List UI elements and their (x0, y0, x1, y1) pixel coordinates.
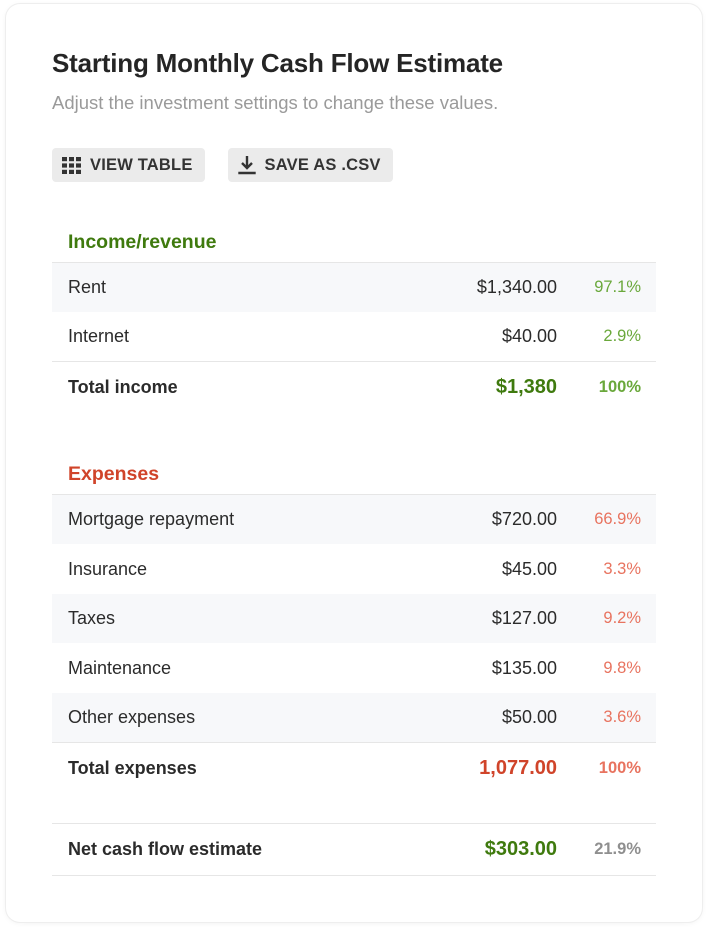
total-percent: 100% (598, 759, 641, 777)
toolbar: VIEW TABLE SAVE AS .CSV (52, 148, 393, 182)
row-amount: $45.00 (501, 558, 557, 579)
row-amount: $1,340.00 (476, 277, 557, 297)
page-subtitle: Adjust the investment settings to change… (52, 92, 499, 113)
net-cash-flow-row: Net cash flow estimate $303.00 21.9% (52, 823, 656, 876)
row-percent: 2.9% (603, 327, 641, 345)
save-csv-label: SAVE AS .CSV (264, 155, 381, 174)
row-amount: $50.00 (501, 707, 557, 727)
expense-row-insurance: Insurance $45.00 3.3% (52, 544, 656, 594)
download-icon (237, 155, 256, 175)
income-row-internet: Internet $40.00 2.9% (52, 312, 656, 361)
row-label: Mortgage repayment (68, 509, 235, 529)
row-label: Rent (68, 277, 107, 297)
row-amount: $720.00 (491, 509, 557, 529)
total-amount: 1,077.00 (479, 757, 557, 779)
total-amount: $1,380 (495, 375, 557, 398)
page-title: Starting Monthly Cash Flow Estimate (52, 48, 503, 78)
row-label: Internet (68, 326, 130, 346)
grid-icon (62, 156, 81, 174)
total-label: Total income (68, 376, 178, 397)
net-percent: 21.9% (594, 840, 641, 858)
save-csv-button[interactable]: SAVE AS .CSV (227, 148, 393, 182)
row-amount: $127.00 (491, 608, 557, 628)
income-row-rent: Rent $1,340.00 97.1% (52, 262, 656, 312)
expenses-total-row: Total expenses 1,077.00 100% (52, 742, 656, 794)
total-label: Total expenses (68, 758, 197, 778)
view-table-button[interactable]: VIEW TABLE (52, 148, 205, 182)
row-percent: 3.3% (603, 559, 641, 578)
total-percent: 100% (598, 377, 641, 396)
expense-row-mortgage: Mortgage repayment $720.00 66.9% (52, 494, 656, 544)
expense-row-other: Other expenses $50.00 3.6% (52, 693, 656, 742)
row-amount: $135.00 (491, 657, 557, 678)
row-percent: 3.6% (603, 708, 641, 726)
row-label: Taxes (68, 608, 116, 628)
expense-row-taxes: Taxes $127.00 9.2% (52, 594, 656, 643)
row-label: Other expenses (68, 707, 196, 727)
view-table-label: VIEW TABLE (90, 155, 193, 174)
net-label: Net cash flow estimate (68, 839, 263, 859)
net-amount: $303.00 (484, 838, 557, 860)
expenses-heading: Expenses (68, 463, 160, 485)
row-percent: 9.2% (603, 609, 641, 627)
row-percent: 9.8% (603, 658, 641, 677)
income-total-row: Total income $1,380 100% (52, 361, 656, 412)
row-label: Maintenance (68, 657, 172, 678)
row-amount: $40.00 (501, 326, 557, 346)
expense-row-maintenance: Maintenance $135.00 9.8% (52, 643, 656, 693)
row-label: Insurance (68, 558, 148, 579)
cash-flow-card: Starting Monthly Cash Flow Estimate Adju… (6, 4, 702, 922)
row-percent: 66.9% (594, 510, 641, 528)
income-heading: Income/revenue (68, 231, 217, 253)
row-percent: 97.1% (594, 278, 641, 296)
